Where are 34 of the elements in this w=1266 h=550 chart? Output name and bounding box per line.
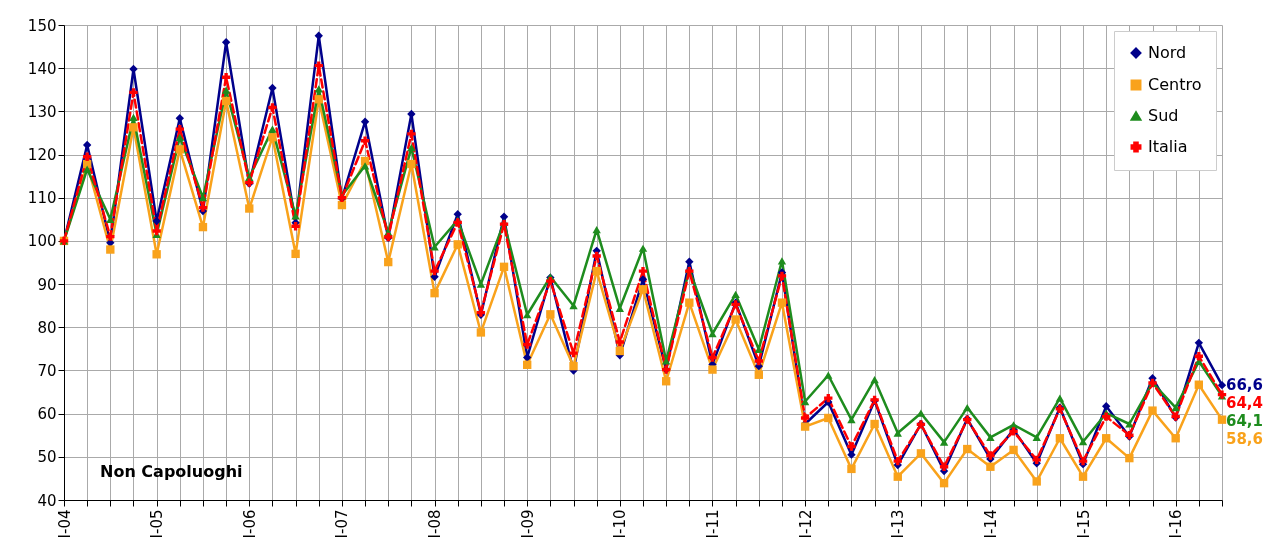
y-tick-label: 150 xyxy=(27,16,57,35)
y-tick-label: 120 xyxy=(27,146,57,165)
y-tick-label: 70 xyxy=(37,361,57,380)
y-tick-label: 140 xyxy=(27,59,57,78)
text: 58,6 xyxy=(1226,430,1264,449)
legend-label: Centro xyxy=(1148,75,1202,94)
text: 66,6 xyxy=(1226,376,1264,395)
y-tick-label: 90 xyxy=(37,275,57,294)
x-tick-label: I-07 xyxy=(333,509,352,539)
x-tick-label: I-11 xyxy=(703,509,722,539)
text: 64,4 xyxy=(1226,394,1264,413)
legend-label: Nord xyxy=(1148,43,1187,62)
y-tick-label: 50 xyxy=(37,448,57,467)
x-tick-label: I-04 xyxy=(55,509,74,539)
x-tick-label: I-10 xyxy=(611,509,630,539)
y-tick-label: 100 xyxy=(27,232,57,251)
x-tick-label: I-12 xyxy=(796,509,815,539)
x-tick-label: I-14 xyxy=(981,509,1000,539)
x-tick-label: I-09 xyxy=(518,509,537,539)
y-tick-label: 80 xyxy=(37,318,57,337)
annotation: Non Capoluoghi xyxy=(100,462,243,481)
legend-label: Sud xyxy=(1148,106,1179,125)
y-tick-label: 110 xyxy=(27,189,57,208)
y-tick-label: 40 xyxy=(37,491,57,510)
x-tick-label: I-16 xyxy=(1167,509,1186,539)
x-tick-label: I-13 xyxy=(889,509,908,539)
x-tick-label: I-06 xyxy=(240,509,259,539)
y-tick-label: 130 xyxy=(27,102,57,121)
x-tick-label: I-15 xyxy=(1074,509,1093,539)
x-tick-label: I-05 xyxy=(148,509,167,539)
text: 64,1 xyxy=(1226,412,1264,431)
legend-label: Italia xyxy=(1148,137,1188,156)
x-tick-label: I-08 xyxy=(426,509,445,539)
y-tick-label: 60 xyxy=(37,405,57,424)
